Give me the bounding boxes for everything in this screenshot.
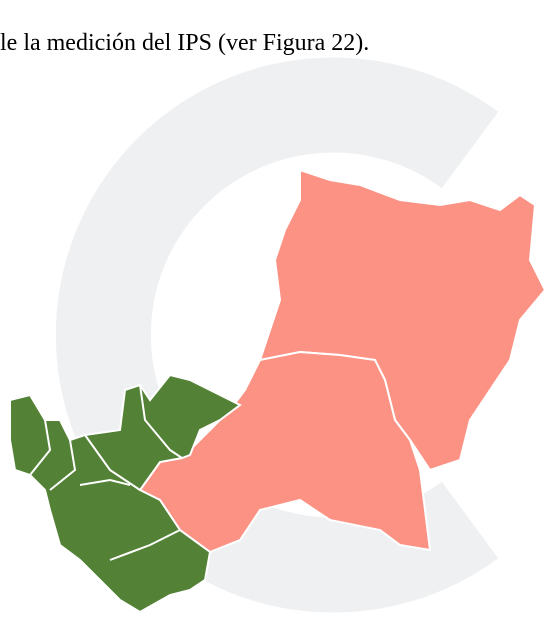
border bbox=[49, 439, 77, 491]
borders bbox=[29, 384, 183, 561]
region-west bbox=[9, 373, 242, 614]
region-north bbox=[258, 168, 546, 472]
watermark bbox=[55, 57, 499, 613]
border bbox=[109, 529, 181, 561]
border bbox=[139, 384, 183, 459]
border bbox=[84, 434, 141, 491]
caption: le la medición del IPS (ver Figura 22). bbox=[0, 30, 370, 56]
border bbox=[29, 419, 52, 476]
border bbox=[79, 478, 131, 486]
